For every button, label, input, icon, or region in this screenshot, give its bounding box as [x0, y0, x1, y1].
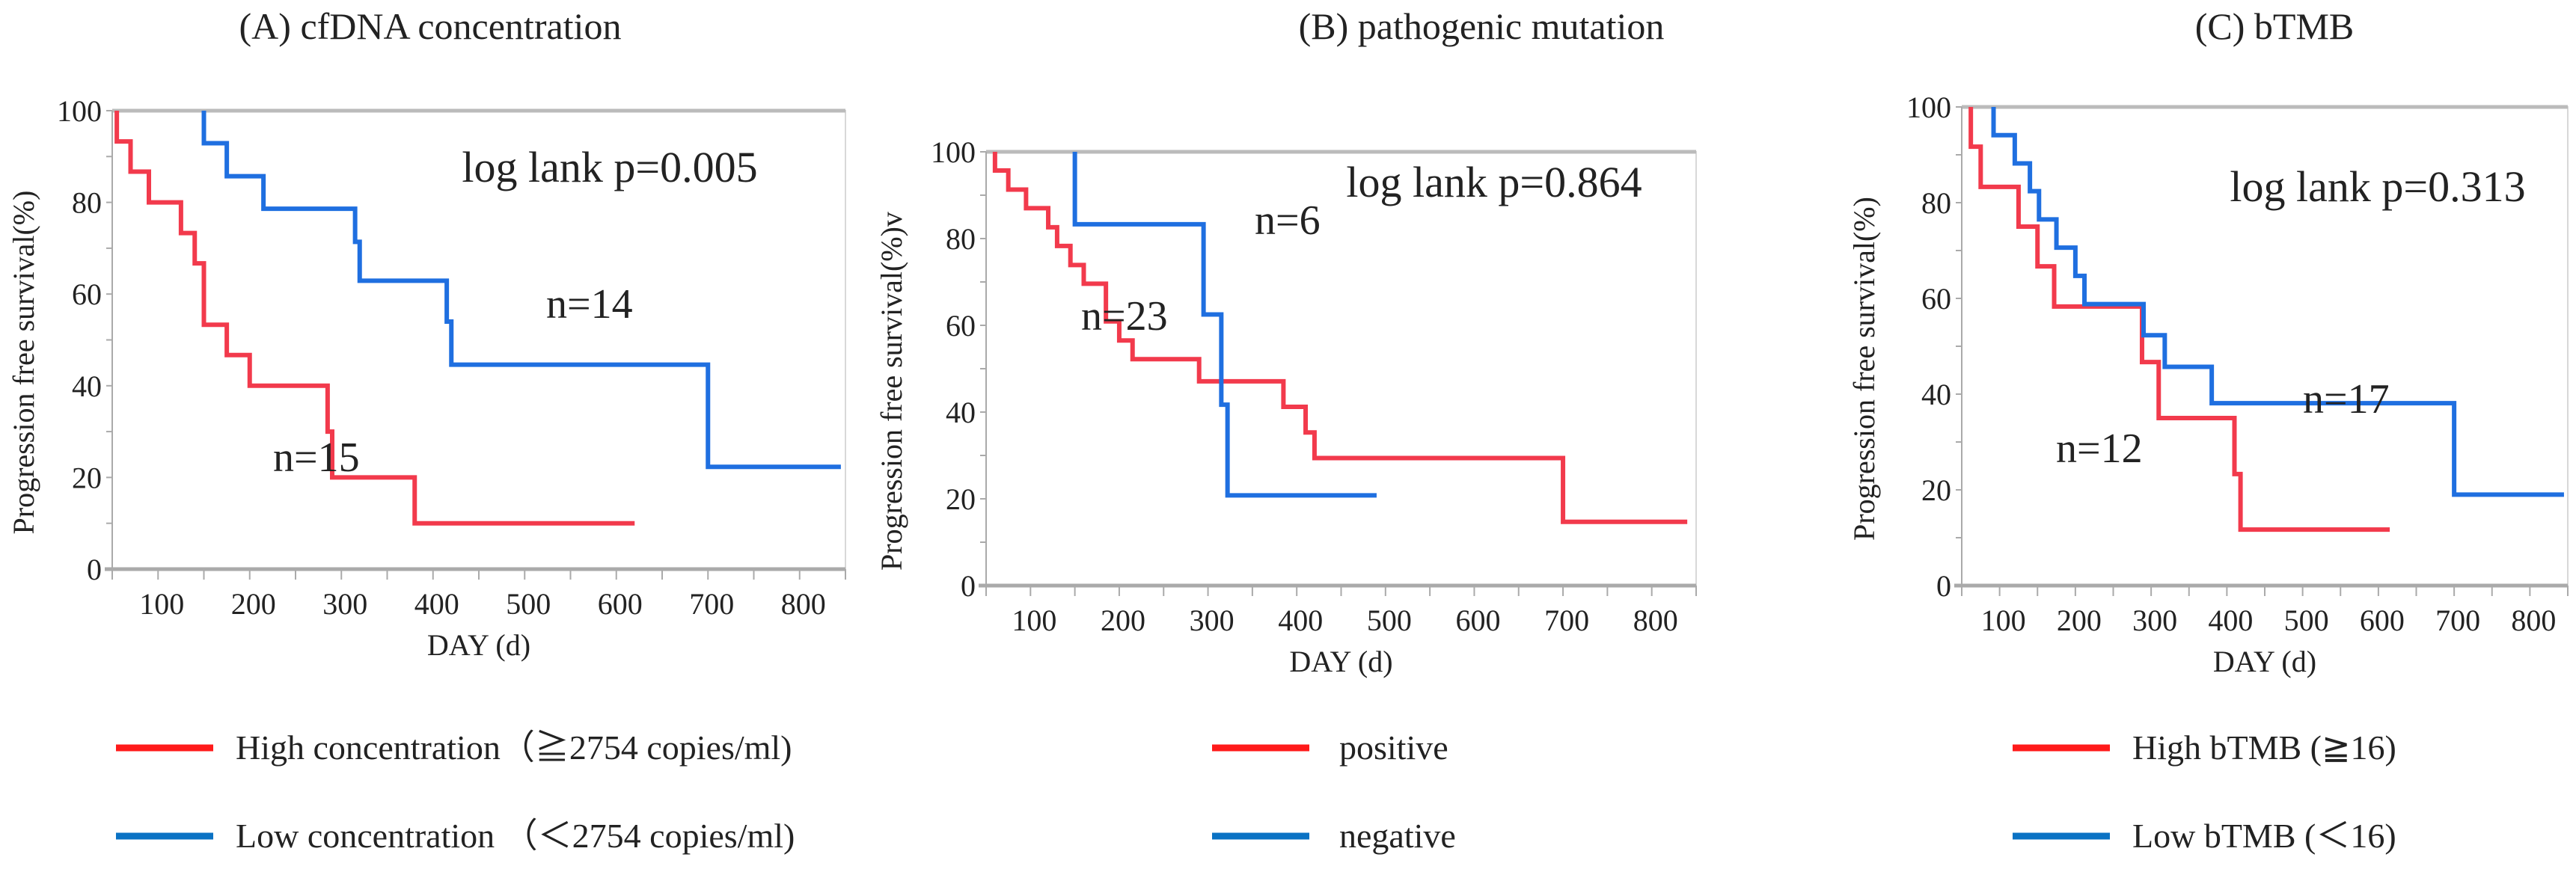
x-tick-label: 400	[1278, 604, 1323, 637]
y-tick-label: 60	[1921, 282, 1951, 316]
n-label-low: n=14	[546, 281, 633, 328]
y-tick-label: 40	[946, 396, 976, 429]
x-tick-label: 600	[1455, 604, 1500, 637]
y-tick-label: 0	[961, 569, 976, 603]
y-axis-label: Progression free survival(%)v	[875, 212, 908, 571]
y-tick-label: 20	[1921, 473, 1951, 507]
log-rank-annotation: log lank p=0.864	[1346, 158, 1642, 206]
y-tick-label: 60	[946, 309, 976, 343]
panel-c: (C) bTMB 0 20 40 60 80 100 100 200 300 400 500 600 70…	[1847, 5, 2569, 855]
y-tick-label: 80	[946, 222, 976, 256]
legend-label-high: positive	[1339, 728, 1448, 767]
legend-label-high: High bTMB (≧16)	[2132, 728, 2396, 767]
panel-b: (B) pathogenic mutation 0 20 40 60 80 100 100 20…	[875, 5, 1697, 855]
x-tick-label: 200	[1101, 604, 1145, 637]
x-tick-label: 100	[139, 587, 184, 621]
x-axis-label: DAY (d)	[1289, 645, 1392, 678]
y-tick-label: 100	[57, 94, 102, 128]
n-label-low: n=6	[1255, 197, 1321, 244]
x-tick-label: 800	[1633, 604, 1678, 637]
x-tick-label: 300	[2132, 604, 2177, 637]
x-axis-label: DAY (d)	[427, 628, 530, 662]
x-tick-label: 600	[598, 587, 643, 621]
log-rank-annotation: log lank p=0.005	[462, 143, 757, 191]
y-tick-label: 40	[1921, 378, 1951, 411]
survival-curve-high	[114, 111, 635, 526]
x-tick-label: 500	[2284, 604, 2329, 637]
y-tick-label: 80	[72, 186, 102, 220]
survival-curve-low	[1991, 107, 2564, 497]
x-tick-label: 700	[689, 587, 734, 621]
y-tick-label: 40	[72, 369, 102, 403]
y-tick-label: 0	[87, 553, 102, 586]
panel-a: (A) cfDNA concentration 0 20 40 60 80 100 100 20…	[7, 5, 846, 855]
y-axis-label: Progression free survival(%)	[7, 191, 40, 535]
legend-label-low: Low bTMB (＜16)	[2132, 817, 2396, 855]
x-tick-label: 400	[2208, 604, 2253, 637]
y-tick-label: 80	[1921, 186, 1951, 220]
x-tick-label: 500	[506, 587, 551, 621]
n-label-high: n=12	[2056, 426, 2143, 472]
y-tick-label: 20	[946, 482, 976, 516]
x-tick-label: 300	[322, 587, 367, 621]
survival-curve-high	[1968, 107, 2390, 532]
x-tick-label: 800	[2511, 604, 2556, 637]
legend-label-high: High concentration（≧2754 copies/ml)	[236, 728, 792, 767]
survival-curve-high	[992, 152, 1688, 524]
panel-title: (A) cfDNA concentration	[239, 5, 622, 47]
x-tick-label: 800	[781, 587, 826, 621]
n-label-high: n=15	[273, 435, 360, 481]
n-label-high: n=23	[1081, 293, 1168, 340]
x-tick-label: 600	[2360, 604, 2405, 637]
y-axis-label: Progression free survival(%)	[1847, 197, 1881, 541]
panel-title: (C) bTMB	[2195, 5, 2355, 47]
y-tick-label: 100	[1906, 90, 1951, 124]
y-tick-label: 0	[1936, 569, 1951, 603]
x-tick-label: 700	[2435, 604, 2480, 637]
x-tick-label: 400	[414, 587, 459, 621]
legend-label-low: negative	[1339, 817, 1456, 855]
x-tick-label: 200	[231, 587, 276, 621]
x-axis-label: DAY (d)	[2213, 645, 2316, 678]
x-tick-label: 700	[1544, 604, 1589, 637]
survival-curve-low	[201, 111, 841, 470]
x-tick-label: 300	[1190, 604, 1235, 637]
x-tick-label: 100	[1012, 604, 1056, 637]
x-tick-label: 100	[1981, 604, 2026, 637]
x-tick-label: 200	[2057, 604, 2102, 637]
n-label-low: n=17	[2303, 376, 2390, 423]
y-tick-label: 20	[72, 461, 102, 494]
x-tick-label: 500	[1367, 604, 1412, 637]
y-tick-label: 60	[72, 277, 102, 311]
legend-label-low: Low concentration （＜2754 copies/ml)	[236, 817, 795, 855]
y-tick-label: 100	[931, 135, 976, 169]
log-rank-annotation: log lank p=0.313	[2230, 162, 2525, 211]
panel-title: (B) pathogenic mutation	[1299, 5, 1665, 47]
survival-curve-low	[1072, 152, 1377, 498]
